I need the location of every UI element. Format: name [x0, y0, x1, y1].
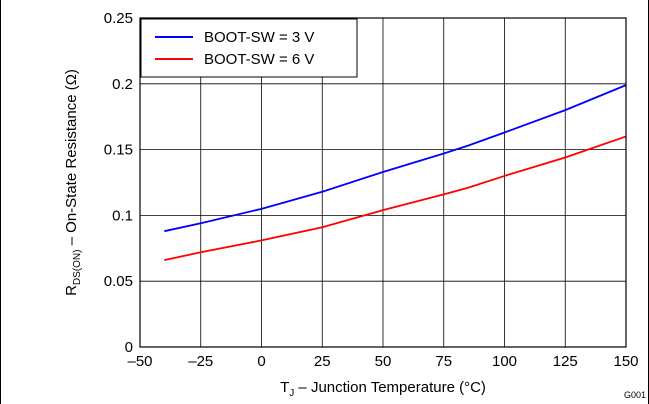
y-tick-label: 0.05 — [104, 273, 133, 290]
legend-box — [140, 18, 358, 78]
plot-frame — [139, 17, 627, 348]
y-axis-title-rest: – On-State Resistance (Ω) — [63, 69, 80, 249]
x-tick-label: 75 — [435, 353, 452, 370]
x-tick-label: –25 — [188, 353, 213, 370]
x-tick-label: –50 — [127, 353, 152, 370]
x-axis-title-sub: J — [289, 388, 294, 399]
series-line — [164, 135, 627, 262]
x-axis-title-main: T — [280, 379, 289, 396]
y-tick-label: 0 — [125, 339, 133, 356]
x-tick-label: 150 — [613, 353, 638, 370]
y-tick-label: 0.2 — [112, 76, 133, 93]
x-tick-label: 50 — [375, 353, 392, 370]
series-layer — [164, 84, 627, 262]
legend-label: BOOT-SW = 3 V — [204, 29, 314, 46]
y-tick-label: 0.25 — [104, 10, 133, 27]
y-axis-title-sub: DS(ON) — [72, 250, 83, 286]
x-tick-label: 100 — [492, 353, 517, 370]
legend-label: BOOT-SW = 6 V — [204, 51, 314, 68]
x-tick-label: 125 — [553, 353, 578, 370]
series-line — [164, 84, 627, 233]
y-tick-label: 0.15 — [104, 142, 133, 159]
x-axis-title-rest: – Junction Temperature (°C) — [294, 379, 486, 396]
y-tick-labels: 0 0.05 0.1 0.15 0.2 0.25 — [104, 10, 133, 356]
legend: BOOT-SW = 3 V BOOT-SW = 6 V — [140, 18, 358, 78]
figure-code: G001 — [624, 390, 646, 400]
y-axis-title: RDS(ON) – On-State Resistance (Ω) — [63, 69, 83, 296]
x-tick-label: 0 — [257, 353, 265, 370]
y-tick-label: 0.1 — [112, 207, 133, 224]
y-axis-title-main: R — [63, 285, 80, 296]
x-tick-labels: –50 –25 0 25 50 75 100 125 150 — [127, 353, 638, 370]
x-axis-title: TJ – Junction Temperature (°C) — [280, 379, 486, 399]
x-tick-label: 25 — [314, 353, 331, 370]
